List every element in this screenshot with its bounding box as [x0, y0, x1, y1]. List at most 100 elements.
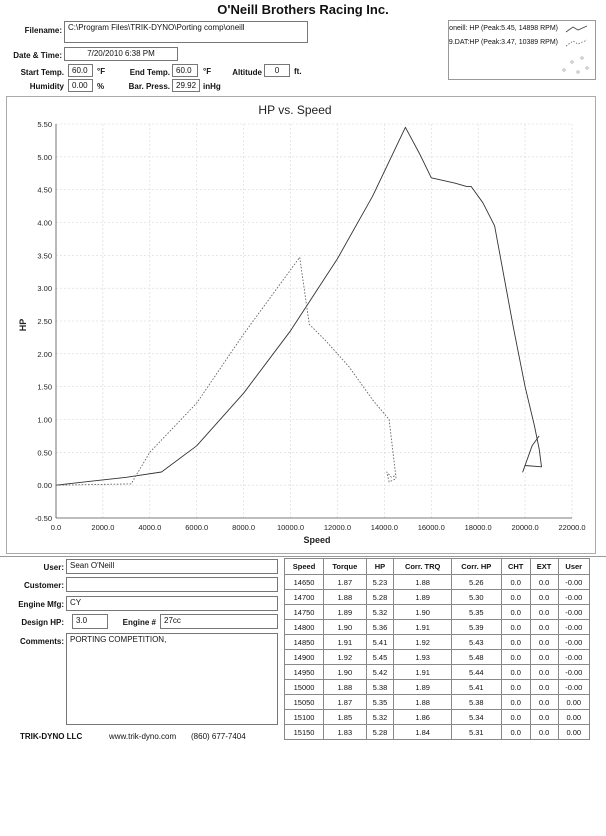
table-header-cell: User [557, 558, 591, 575]
table-cell: 5.35 [450, 604, 502, 620]
table-cell: 1.88 [323, 679, 367, 695]
table-cell: -0.00 [557, 679, 591, 695]
legend-solid-line-icon [565, 25, 588, 33]
y-tick-label: 0.50 [37, 448, 52, 457]
table-cell: 5.34 [450, 709, 502, 725]
table-cell: 14750 [283, 604, 325, 620]
table-header-cell: HP [365, 558, 395, 575]
end-temp-field[interactable]: 60.0 [172, 64, 198, 77]
y-tick-label: 0.00 [37, 481, 52, 490]
table-cell: 5.45 [365, 649, 395, 665]
table-cell: 5.48 [450, 649, 502, 665]
x-axis-label: Speed [303, 535, 330, 545]
table-cell: 14700 [283, 589, 325, 605]
table-cell: 0.0 [529, 709, 559, 725]
customer-field[interactable] [66, 577, 278, 592]
engine-mfg-field[interactable]: CY [66, 596, 278, 611]
table-cell: 14900 [283, 649, 325, 665]
design-hp-field[interactable]: 3.0 [72, 614, 108, 629]
table-header-cell: Torque [323, 558, 367, 575]
series-line-oneill [55, 126, 542, 486]
y-tick-label: 2.50 [37, 317, 52, 326]
x-tick-label: 4000.0 [138, 523, 161, 532]
table-row: 15000 1.88 5.38 1.89 5.41 0.0 0.0 -0.00 [283, 679, 591, 695]
table-cell: 0.0 [500, 649, 531, 665]
table-cell: 1.84 [393, 724, 452, 740]
table-cell: 0.0 [500, 574, 531, 590]
table-header-row: Speed Torque HP Corr. TRQ Corr. HP CHT EXT User [283, 558, 591, 575]
table-cell: 1.89 [393, 679, 452, 695]
x-tick-label: 16000.0 [418, 523, 445, 532]
y-tick-label: 4.00 [37, 219, 52, 228]
table-cell: 1.89 [323, 604, 367, 620]
table-cell: 0.0 [529, 664, 559, 680]
table-cell: 5.31 [450, 724, 502, 740]
table-header-cell: EXT [529, 558, 559, 575]
table-cell: 5.41 [365, 634, 395, 650]
table-cell: 0.0 [529, 574, 559, 590]
chart-title: HP vs. Speed [258, 103, 331, 117]
table-cell: -0.00 [557, 589, 591, 605]
table-cell: 14950 [283, 664, 325, 680]
table-cell: 14800 [283, 619, 325, 635]
y-tick-label: 5.50 [37, 120, 52, 129]
datetime-field[interactable]: 7/20/2010 6:38 PM [64, 47, 178, 61]
user-field[interactable]: Sean O'Neill [66, 559, 278, 574]
table-row: 15100 1.85 5.32 1.86 5.34 0.0 0.0 0.00 [283, 709, 591, 725]
table-cell: 1.89 [393, 589, 452, 605]
table-cell: 5.26 [450, 574, 502, 590]
legend-scatter-icon [562, 56, 589, 74]
table-cell: 0.0 [500, 604, 531, 620]
table-cell: 5.44 [450, 664, 502, 680]
altitude-field[interactable]: 0 [264, 64, 290, 77]
table-cell: 1.88 [393, 574, 452, 590]
table-cell: 5.41 [450, 679, 502, 695]
table-cell: 0.0 [529, 604, 559, 620]
bar-press-field[interactable]: 29.92 [172, 79, 200, 92]
table-cell: 14850 [283, 634, 325, 650]
altitude-unit: ft. [294, 67, 302, 76]
y-axis-label: HP [18, 319, 28, 332]
end-temp-label: End Temp. [129, 68, 170, 77]
y-tick-label: -0.50 [35, 514, 52, 523]
table-header-cell: Speed [283, 558, 325, 575]
table-cell: 5.32 [365, 709, 395, 725]
table-cell: 0.0 [529, 634, 559, 650]
comments-field[interactable]: PORTING COMPETITION, [66, 633, 278, 725]
x-tick-label: 8000.0 [232, 523, 255, 532]
table-cell: 0.0 [500, 709, 531, 725]
footer-company: TRIK-DYNO LLC [20, 732, 83, 741]
table-cell: -0.00 [557, 619, 591, 635]
x-tick-label: 20000.0 [512, 523, 539, 532]
x-tick-label: 14000.0 [371, 523, 398, 532]
table-cell: 0.0 [529, 619, 559, 635]
filename-label: Filename: [24, 26, 62, 35]
engine-number-field[interactable]: 27cc [160, 614, 278, 629]
humidity-unit: % [97, 82, 105, 91]
table-cell: 0.0 [529, 679, 559, 695]
start-temp-label: Start Temp. [20, 68, 64, 77]
end-temp-unit: °F [203, 67, 212, 76]
y-tick-label: 1.00 [37, 416, 52, 425]
y-tick-label: 5.00 [37, 153, 52, 162]
table-row: 14700 1.88 5.28 1.89 5.30 0.0 0.0 -0.00 [283, 589, 591, 605]
table-cell: 5.32 [365, 604, 395, 620]
footer-website[interactable]: www.trik-dyno.com [109, 732, 177, 741]
filename-field[interactable]: C:\Program Files\TRIK-DYNO\Porting comp\… [64, 21, 308, 43]
table-row: 14950 1.90 5.42 1.91 5.44 0.0 0.0 -0.00 [283, 664, 591, 680]
footer-phone: (860) 677-7404 [191, 732, 246, 741]
table-cell: -0.00 [557, 664, 591, 680]
hp-vs-speed-chart: HP vs. Speed 0.0 2000.0 4000.0 6000.0 8000.0… [18, 103, 586, 545]
table-header-cell: Corr. TRQ [393, 558, 452, 575]
table-cell: 5.43 [450, 634, 502, 650]
start-temp-field[interactable]: 60.0 [68, 64, 93, 77]
table-cell: 1.91 [323, 634, 367, 650]
user-label: User: [43, 563, 64, 572]
table-cell: 5.38 [450, 694, 502, 710]
table-cell: 1.88 [323, 589, 367, 605]
results-table: Speed Torque HP Corr. TRQ Corr. HP CHT EXT User… [283, 558, 591, 740]
humidity-field[interactable]: 0.00 [68, 79, 93, 92]
bar-press-unit: inHg [203, 82, 221, 91]
engine-number-label: Engine # [122, 618, 156, 627]
table-cell: 1.90 [323, 664, 367, 680]
